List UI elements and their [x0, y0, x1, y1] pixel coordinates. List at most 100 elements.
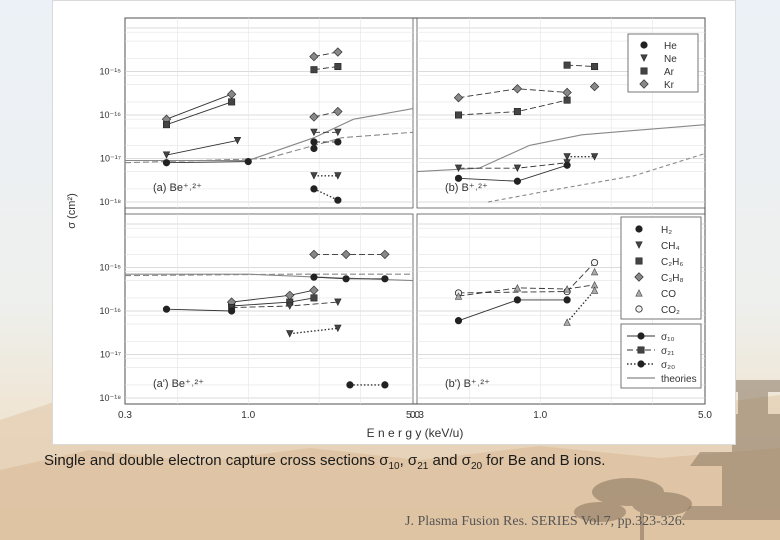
data-point: [285, 290, 295, 300]
x-axis-label: E n e r g y (keV/u): [367, 426, 464, 440]
data-point: [162, 151, 171, 159]
data-point: [346, 381, 354, 389]
legend-label: σ₂₁: [661, 346, 675, 357]
panel-frame: [416, 213, 706, 405]
data-point: [563, 318, 571, 326]
data-point: [381, 381, 389, 389]
data-point: [334, 196, 342, 204]
data-point: [637, 360, 645, 368]
legend-label: Ar: [664, 67, 675, 78]
data-point: [310, 66, 318, 74]
caption-subscript: 10: [388, 461, 400, 472]
data-point: [286, 330, 294, 338]
y-tick-label: 10⁻¹⁸: [99, 393, 121, 403]
data-point: [634, 272, 644, 282]
legend-label: σ₂₀: [661, 360, 675, 371]
data-point: [309, 285, 319, 295]
data-point: [513, 108, 521, 116]
theory-curve: [125, 273, 414, 282]
data-point: [334, 63, 342, 71]
data-point: [162, 159, 171, 167]
data-point: [453, 92, 464, 103]
data-point: [226, 89, 237, 99]
data-point: [635, 257, 643, 265]
data-point: [513, 296, 522, 304]
legend-label: C₂H₆: [661, 257, 683, 268]
data-point: [309, 51, 319, 62]
series-line: [231, 297, 315, 307]
panel-frame: [124, 213, 414, 405]
data-point: [233, 136, 242, 145]
caption-subscript: 21: [417, 461, 429, 472]
data-point: [163, 121, 171, 129]
data-point: [591, 63, 599, 71]
caption-text-start: Single and double electron capture cross…: [44, 452, 389, 469]
y-tick-label: 10⁻¹⁸: [99, 197, 121, 207]
data-point: [310, 172, 318, 180]
panel-label: (b') B⁺˒²⁺: [445, 378, 490, 390]
pagoda-silhouette: [680, 380, 780, 520]
chart-svg: 10⁻¹⁵ 10⁻¹⁶ 10⁻¹⁷ 10⁻¹⁸ 10⁻¹⁵ 10⁻¹⁶ 10⁻¹⁷ 10⁻¹⁸…: [66, 17, 712, 440]
data-point: [334, 128, 342, 137]
data-point: [341, 249, 351, 260]
theory-curve: [416, 124, 706, 173]
data-point: [310, 138, 318, 146]
tree-silhouette: [574, 478, 692, 540]
series-line: [166, 161, 249, 164]
data-point: [637, 346, 645, 354]
panel-frame: [416, 17, 706, 209]
data-point: [563, 161, 571, 169]
data-point: [454, 164, 463, 173]
chart-figure: 10⁻¹⁵ 10⁻¹⁶ 10⁻¹⁷ 10⁻¹⁸ 10⁻¹⁵ 10⁻¹⁶ 10⁻¹⁷ 10⁻¹⁸…: [52, 0, 736, 445]
legend-label: Kr: [664, 80, 675, 91]
y-tick-label: 10⁻¹⁷: [100, 154, 121, 164]
series-line: [166, 93, 232, 120]
series-line: [458, 284, 595, 297]
data-point: [635, 289, 643, 297]
data-point: [590, 258, 599, 267]
data-point: [512, 84, 523, 94]
data-point: [590, 267, 599, 276]
data-point: [635, 241, 643, 249]
data-point: [309, 249, 319, 260]
y-tick-label: 10⁻¹⁷: [100, 350, 121, 360]
data-point: [637, 332, 645, 340]
series-line: [166, 308, 232, 312]
x-tick-label: 5.0: [406, 410, 420, 421]
data-point: [309, 112, 319, 122]
data-point: [334, 138, 342, 146]
x-tick-label: 1.0: [533, 410, 547, 421]
data-point: [640, 67, 648, 75]
data-point: [334, 298, 342, 306]
y-tick-label: 10⁻¹⁶: [100, 110, 122, 120]
y-tick-label: 10⁻¹⁵: [100, 67, 122, 77]
data-point: [563, 61, 571, 69]
y-axis-label: σ (cm²): [66, 193, 78, 229]
series-line: [567, 64, 595, 67]
y-tick-label: 10⁻¹⁵: [100, 263, 122, 273]
data-point: [244, 157, 252, 166]
data-point: [590, 286, 599, 294]
legend-label: He: [664, 41, 677, 52]
series-line: [458, 162, 568, 169]
data-point: [310, 144, 318, 153]
caption-text-end: for Be and B ions.: [482, 452, 606, 469]
legend-label: σ₁₀: [661, 332, 675, 343]
data-point: [513, 164, 522, 173]
data-point: [454, 292, 463, 300]
panel-label: (a) Be⁺˒²⁺: [153, 182, 202, 194]
series-line: [566, 289, 596, 323]
data-point: [640, 54, 648, 62]
theory-curve: [124, 131, 414, 164]
data-point: [310, 273, 318, 281]
data-point: [563, 296, 571, 304]
data-point: [563, 153, 571, 161]
x-tick-label: 1.0: [241, 410, 255, 421]
series-line: [458, 99, 568, 116]
panel-label: (b) B⁺˒²⁺: [445, 182, 488, 194]
data-point: [334, 172, 342, 180]
data-point: [286, 302, 294, 310]
y-tick-label: 10⁻¹⁶: [100, 306, 122, 316]
legend-label: Ne: [664, 54, 677, 65]
data-point: [563, 96, 571, 104]
